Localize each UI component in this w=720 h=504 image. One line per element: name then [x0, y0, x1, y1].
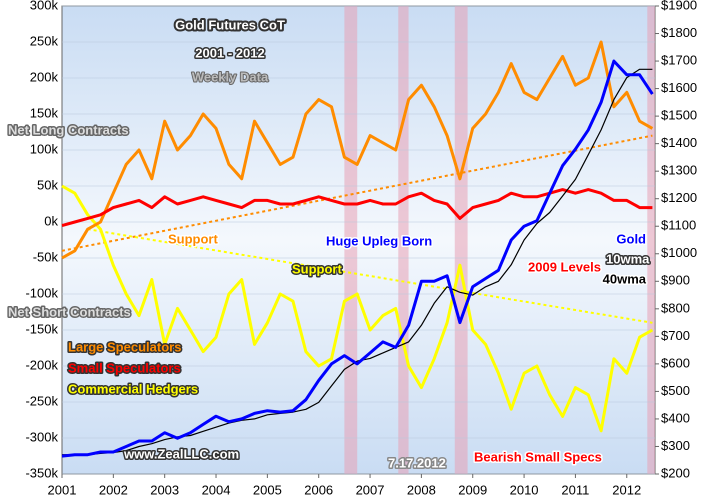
x-tick-label: 2011 [561, 482, 589, 497]
y2-tick-label: $900 [661, 273, 690, 288]
y2-tick-label: $1600 [661, 80, 697, 95]
y-tick-label: -100k [25, 285, 58, 300]
series-line [61, 188, 653, 228]
annotation: Net Long Contracts [8, 122, 129, 137]
y-tick-label: -50k [33, 249, 59, 264]
y2-tick-label: $1300 [661, 163, 697, 178]
x-tick-label: 2009 [458, 482, 487, 497]
annotation: Support [292, 261, 342, 276]
y2-tick-label: $1200 [661, 190, 697, 205]
series-line [61, 184, 654, 433]
highlight-span [398, 6, 409, 474]
y-tick-label: 0k [44, 213, 58, 228]
series-line [61, 40, 654, 260]
y-tick-label: -150k [25, 321, 58, 336]
y2-tick-label: $700 [661, 328, 690, 343]
annotation: 2009 Levels [528, 259, 601, 274]
annotation: Net Short Contracts [8, 304, 131, 319]
y-tick-label: 50k [37, 177, 58, 192]
chart-note: Weekly Data [192, 69, 269, 84]
y-tick-label: -200k [25, 357, 58, 372]
y2-tick-label: $1700 [661, 52, 697, 67]
y-tick-label: -300k [25, 429, 58, 444]
x-tick-label: 2010 [510, 482, 539, 497]
series-line [62, 68, 653, 456]
annotation: Bearish Small Specs [474, 449, 602, 464]
legend-entry: Large Speculators [68, 339, 181, 354]
series-line [61, 59, 654, 458]
y2-tick-label: $800 [661, 300, 690, 315]
y2-tick-label: $300 [661, 438, 690, 453]
y-tick-label: 150k [30, 105, 59, 120]
highlight-span [647, 6, 655, 474]
annotation: Support [168, 231, 218, 246]
x-tick-label: 2008 [407, 482, 436, 497]
y-tick-label: 300k [30, 0, 59, 12]
legend-entry: Commercial Hedgers [68, 381, 198, 396]
y2-tick-label: $1800 [661, 25, 697, 40]
highlight-span [454, 6, 468, 474]
y-tick-label: -350k [25, 465, 58, 480]
annotation: www.ZealLLC.com [123, 446, 239, 461]
support-line [61, 134, 653, 252]
y2-tick-label: $200 [661, 465, 690, 480]
x-tick-label: 2006 [304, 482, 333, 497]
annotation: 7.17.2012 [388, 455, 446, 470]
y2-tick-label: $1500 [661, 108, 697, 123]
x-tick-label: 2005 [253, 482, 282, 497]
x-tick-label: 2012 [612, 482, 641, 497]
chart-subtitle: 2001 - 2012 [195, 45, 264, 60]
y2-tick-label: $500 [661, 383, 690, 398]
y2-tick-label: $1000 [661, 245, 697, 260]
x-tick-label: 2002 [99, 482, 128, 497]
annotation: Huge Upleg Born [326, 233, 432, 248]
x-tick-label: 2007 [356, 482, 385, 497]
plot-area [61, 5, 656, 475]
chart-title: Gold Futures CoT [175, 17, 285, 32]
y-tick-label: -250k [25, 393, 58, 408]
y-tick-label: 250k [30, 33, 59, 48]
x-tick-label: 2004 [202, 482, 231, 497]
y2-tick-label: $1400 [661, 135, 697, 150]
y2-tick-label: $1100 [661, 218, 696, 233]
legend-entry: Small Speculators [68, 360, 181, 375]
y-tick-label: 200k [30, 69, 59, 84]
x-tick-label: 2003 [150, 482, 179, 497]
annotation: 10wma [606, 251, 650, 266]
legend-entry: 40wma [603, 271, 647, 286]
y2-tick-label: $1900 [661, 0, 697, 12]
y-tick-label: 100k [30, 141, 59, 156]
y2-tick-label: $600 [661, 355, 690, 370]
x-tick-label: 2001 [48, 482, 77, 497]
legend-entry: Gold [616, 231, 646, 246]
y2-tick-label: $400 [661, 410, 690, 425]
